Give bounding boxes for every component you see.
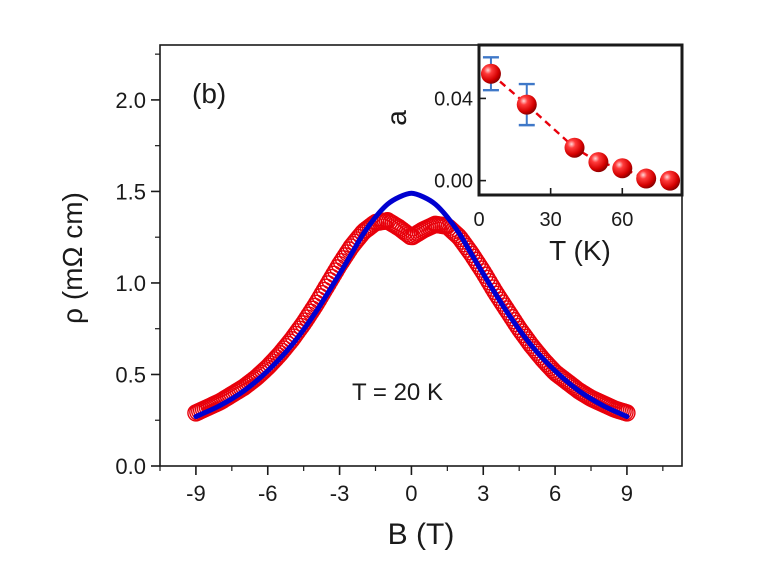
inset-x-tick-label: 0 [473,209,484,231]
x-tick-label: 9 [621,481,633,506]
x-tick-label: -6 [258,481,278,506]
inset-series [480,56,681,191]
x-axis-title: B (T) [388,518,455,551]
inset-ticks: 0 30 60 0.00 0.04 [434,88,633,231]
y-tick-label: 0.5 [115,362,146,387]
inset-y-tick-label: 0.00 [434,171,473,193]
inset-point [636,168,657,189]
main-ticks: -9 -6 -3 0 3 6 9 0.0 0.5 1.0 1.5 2.0 [115,53,664,506]
y-tick-label: 1.5 [115,179,146,204]
inset-point [660,170,681,191]
inset-frame [477,43,684,197]
inset-point [612,158,633,179]
fit-line [193,190,630,420]
main-plot-frame [159,44,683,467]
y-tick-label: 1.0 [115,271,146,296]
inset-x-axis-title: T (K) [549,235,611,266]
main-series [187,190,636,422]
x-tick-label: -3 [330,481,350,506]
x-tick-label: 6 [549,481,561,506]
y-axis-title: ρ (mΩ cm) [57,192,88,324]
y-tick-label: 0.0 [115,454,146,479]
x-tick-label: 3 [477,481,489,506]
inset-x-tick-label: 30 [540,209,562,231]
inset-y-axis-title: a [381,110,412,126]
temperature-annotation: T = 20 K [352,379,443,406]
panel-label: (b) [192,78,226,109]
y-tick-label: 2.0 [115,88,146,113]
inset-point [564,137,585,158]
inset-x-tick-label: 60 [611,209,633,231]
x-tick-label: 0 [405,481,417,506]
measured-point [470,257,489,275]
x-tick-label: -9 [186,481,206,506]
inset-point [588,152,609,173]
inset-point [480,63,501,84]
inset-y-tick-label: 0.04 [434,88,473,110]
inset-point [516,94,537,115]
